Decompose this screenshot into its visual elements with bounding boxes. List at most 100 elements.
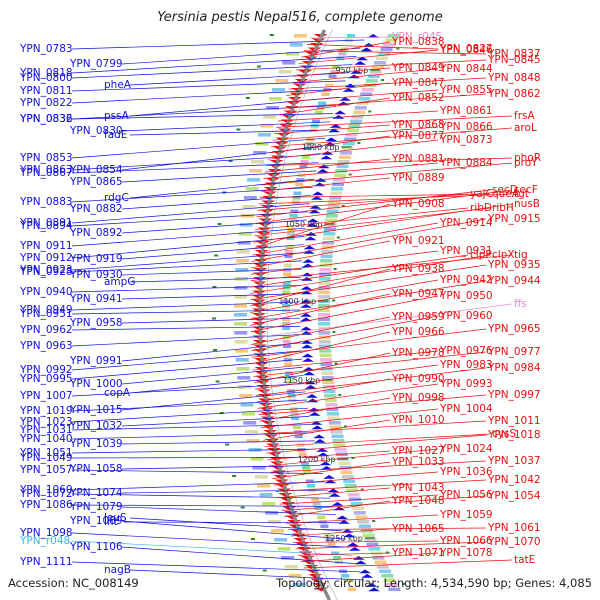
gene-label: YPN_0861 (439, 105, 493, 117)
comparison-block (244, 430, 258, 434)
comparison-block (281, 556, 295, 560)
gene-label: YPN_0976 (439, 345, 493, 357)
minus-strand-feature (360, 47, 373, 52)
label-leader-line (121, 366, 303, 385)
comparison-block (268, 520, 281, 524)
gene-label: YPN_1071 (391, 547, 445, 559)
label-leader-line (270, 460, 487, 473)
gc-mark (381, 79, 385, 81)
cog-block (296, 178, 305, 182)
gene-label: frsA (514, 110, 535, 122)
cog-block (289, 214, 298, 218)
cog-block (325, 83, 333, 88)
cog-block (284, 250, 293, 254)
gene-label: YPN_0919 (69, 253, 123, 265)
backbone-arc-inner (266, 29, 338, 600)
comparison-block (277, 547, 291, 551)
comparison-block (356, 101, 369, 106)
comparison-block (242, 205, 256, 209)
gene-label: YPN_0930 (69, 269, 123, 281)
minus-strand-feature (316, 448, 329, 452)
comparison-block (323, 227, 336, 232)
comparison-block (293, 34, 307, 38)
minus-strand-feature (343, 533, 356, 538)
comparison-block (253, 151, 267, 155)
gene-label: YPN_1061 (487, 522, 541, 534)
comparison-block (255, 142, 269, 146)
label-leader-line (71, 456, 319, 459)
minus-strand-feature (307, 218, 319, 223)
minus-strand-feature (356, 56, 369, 61)
gene-label: nusB (514, 198, 540, 210)
minus-strand-feature (320, 155, 333, 160)
comparison-block (374, 560, 387, 565)
gene-label: YPN_1066 (439, 535, 493, 547)
comparison-block (330, 191, 343, 196)
label-leader-line (303, 559, 513, 569)
gene-label: YPN_1057 (19, 464, 73, 476)
label-leader-line (277, 487, 391, 499)
cog-block (300, 160, 309, 164)
gene-label: YPN_0941 (69, 293, 123, 305)
right-label-leaders (249, 36, 513, 569)
label-leader-line (254, 364, 439, 390)
gene-label: YPN_0827 (439, 43, 493, 55)
label-leader-line (253, 351, 487, 377)
comparison-block (263, 115, 277, 119)
gene-label: YPN_0892 (69, 227, 123, 239)
cog-block (320, 524, 329, 529)
minus-strand-feature (308, 412, 321, 416)
gene-label: YPN_0959 (391, 311, 445, 323)
comparison-block (322, 241, 335, 245)
gene-label: YPN_0846 (439, 44, 493, 56)
comparison-block (289, 43, 303, 47)
comparison-block (318, 308, 330, 313)
gc-mark (250, 538, 255, 540)
label-leader-line (129, 569, 365, 581)
label-leader-line (259, 397, 391, 422)
gene-label: YPN_0852 (391, 92, 445, 104)
cog-block (302, 466, 310, 470)
gene-label: YPN_1106 (69, 541, 123, 553)
comparison-block (362, 533, 375, 538)
comparison-block (318, 277, 331, 281)
cog-block (338, 52, 347, 56)
cog-block (283, 358, 292, 362)
gene-label: YPN_1051 (19, 447, 73, 459)
gene-label: YPN_0866 (439, 121, 493, 133)
gene-label: yajC (470, 188, 493, 200)
minus-strand-feature (342, 88, 355, 92)
gene-label: YPN_0962 (19, 324, 73, 336)
comparison-block (344, 484, 357, 488)
comparison-block (246, 439, 260, 443)
cog-block (282, 322, 291, 326)
comparison-block (329, 196, 342, 200)
cog-block (318, 520, 327, 524)
label-leader-line (250, 254, 469, 288)
comparison-block (387, 34, 400, 38)
cog-block (347, 34, 356, 38)
gene-label: nagB (104, 564, 131, 576)
comparison-block (275, 79, 289, 83)
label-leader-line (268, 448, 439, 467)
comparison-block (367, 74, 380, 79)
label-leader-line (252, 222, 439, 256)
cog-block (295, 182, 304, 187)
gene-label: secD (492, 184, 518, 196)
cog-block (299, 164, 308, 169)
minus-strand-feature (319, 461, 332, 466)
minus-strand-feature (300, 290, 313, 295)
comparison-block (318, 340, 331, 344)
gc-mark (332, 299, 336, 302)
gene-label: YPN_0863 (19, 164, 73, 176)
minus-strand-feature (346, 542, 359, 547)
cog-block (332, 65, 341, 70)
cog-block (293, 191, 302, 196)
minus-strand-feature (314, 439, 326, 443)
minus-strand-feature (301, 263, 314, 268)
label-leader-line (250, 250, 439, 275)
gene-label: YPN_1015 (69, 404, 123, 416)
cog-block (284, 254, 293, 259)
gene-label: YPN_1023 (19, 416, 73, 428)
label-leader-line (71, 252, 303, 271)
